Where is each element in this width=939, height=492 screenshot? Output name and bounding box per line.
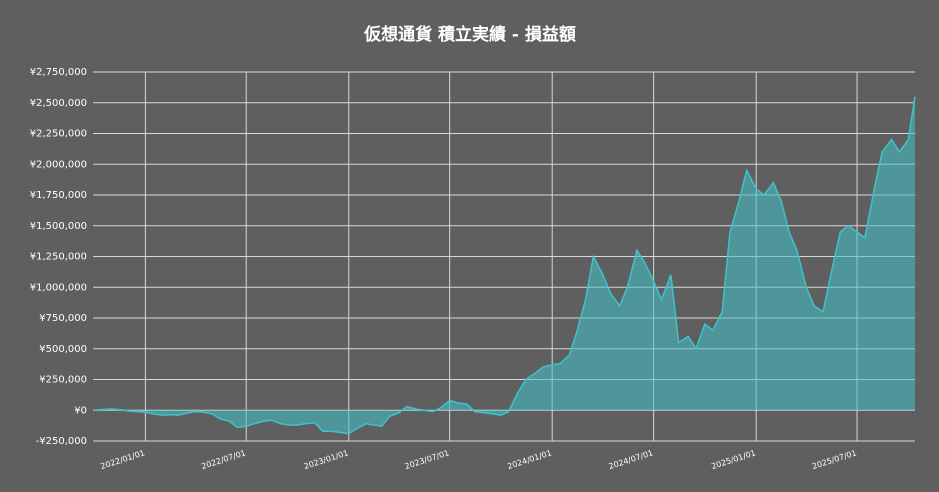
y-tick-label: ¥250,000	[39, 375, 87, 386]
x-tick-label: 2022/07/01	[200, 448, 247, 471]
x-tick-label: 2025/01/01	[710, 448, 757, 471]
x-tick-label: 2024/07/01	[608, 448, 655, 471]
x-tick-label: 2025/07/01	[811, 448, 858, 471]
area	[94, 96, 916, 434]
y-tick-label: ¥2,500,000	[30, 98, 87, 109]
line	[94, 96, 916, 435]
y-tick-label: ¥0	[74, 405, 87, 416]
y-tick-label: ¥1,500,000	[30, 221, 87, 232]
x-tick-label: 2023/01/01	[303, 448, 350, 471]
y-tick-label: ¥2,750,000	[30, 67, 87, 78]
y-tick-label: -¥250,000	[36, 436, 87, 447]
chart-title: 仮想通貨 積立実績 - 損益額	[363, 24, 576, 45]
x-tick-label: 2023/07/01	[404, 448, 451, 471]
y-tick-label: ¥1,750,000	[30, 190, 87, 201]
x-tick-label: 2024/01/01	[506, 448, 553, 471]
y-tick-label: ¥2,000,000	[30, 159, 87, 170]
y-tick-label: ¥1,250,000	[30, 252, 87, 263]
y-tick-label: ¥500,000	[39, 344, 87, 355]
y-tick-label: ¥2,250,000	[30, 129, 87, 140]
y-tick-label: ¥750,000	[39, 313, 87, 324]
x-tick-label: 2022/01/01	[99, 448, 146, 471]
y-tick-label: ¥1,000,000	[30, 282, 87, 293]
